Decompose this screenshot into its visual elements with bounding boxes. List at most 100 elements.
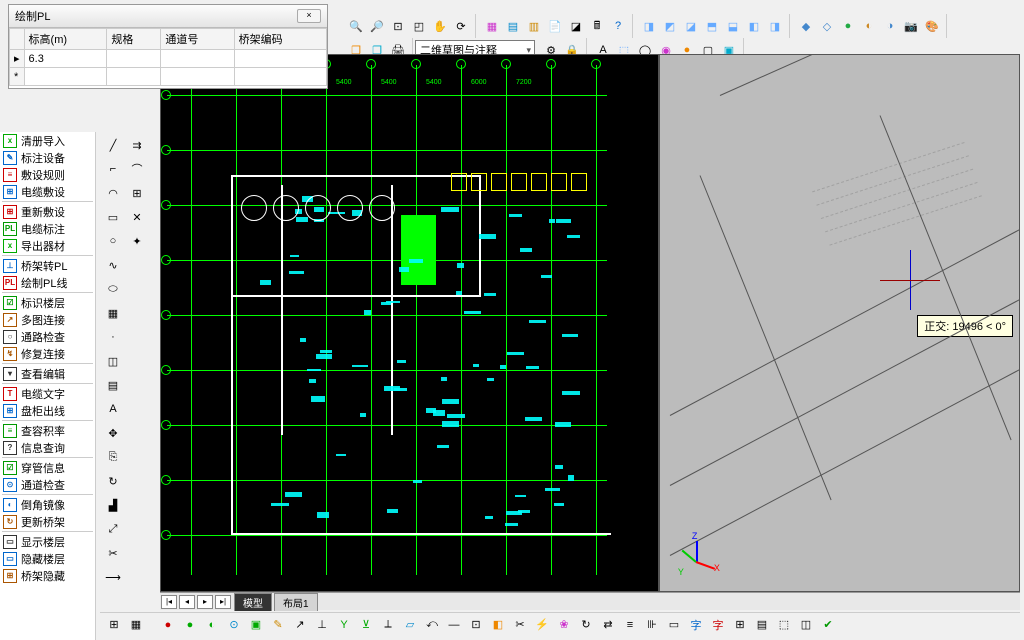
sidebar-item-4[interactable]: ⊞重新敷设 bbox=[0, 203, 95, 220]
sidebar-item-24[interactable]: ⊞桥架隐藏 bbox=[0, 567, 95, 584]
trim-icon[interactable]: ✂ bbox=[102, 542, 124, 564]
mtext-icon[interactable]: A bbox=[102, 398, 124, 420]
tab-last-icon[interactable]: ▸| bbox=[215, 595, 231, 609]
palette-table[interactable]: 标高(m) 规格 通道号 桥架编码 ▸ 6.3 * bbox=[9, 28, 327, 86]
st5-icon[interactable]: ▣ bbox=[246, 615, 266, 635]
st25-icon[interactable]: 字 bbox=[686, 615, 706, 635]
st3-icon[interactable]: ◐ bbox=[202, 615, 222, 635]
close-icon[interactable]: × bbox=[297, 9, 321, 23]
explode-icon[interactable]: ✦ bbox=[126, 230, 148, 252]
sidebar-item-21[interactable]: ↻更新桥架 bbox=[0, 513, 95, 530]
col-code[interactable]: 桥架编码 bbox=[234, 29, 326, 50]
sidebar-icon: ◐ bbox=[3, 498, 17, 512]
table-icon[interactable]: ▤ bbox=[102, 374, 124, 396]
st20-icon[interactable]: ↻ bbox=[576, 615, 596, 635]
arc-icon[interactable]: ◠ bbox=[102, 182, 124, 204]
st6-icon[interactable]: ✎ bbox=[268, 615, 288, 635]
st12-icon[interactable]: ▱ bbox=[400, 615, 420, 635]
tab-model[interactable]: 模型 bbox=[234, 593, 272, 611]
col-channel[interactable]: 通道号 bbox=[161, 29, 234, 50]
grid2-icon[interactable]: ▦ bbox=[126, 615, 146, 635]
st31-icon[interactable]: ✔ bbox=[818, 615, 838, 635]
sidebar-item-9[interactable]: ☑标识楼层 bbox=[0, 294, 95, 311]
sidebar-item-13[interactable]: ▾查看编辑 bbox=[0, 365, 95, 382]
st23-icon[interactable]: ⊪ bbox=[642, 615, 662, 635]
sidebar-item-8[interactable]: PL绘制PL线 bbox=[0, 274, 95, 291]
point-icon[interactable]: · bbox=[102, 326, 124, 348]
st8-icon[interactable]: ⊥ bbox=[312, 615, 332, 635]
st9-icon[interactable]: Y bbox=[334, 615, 354, 635]
tab-layout1[interactable]: 布局1 bbox=[274, 593, 318, 611]
st24-icon[interactable]: ▭ bbox=[664, 615, 684, 635]
sidebar-item-12[interactable]: ↯修复连接 bbox=[0, 345, 95, 362]
sidebar-item-2[interactable]: ≡敷设规则 bbox=[0, 166, 95, 183]
sidebar-item-3[interactable]: ⊞电缆敷设 bbox=[0, 183, 95, 200]
line-icon[interactable]: ╱ bbox=[102, 134, 124, 156]
snap-icon[interactable]: ⊞ bbox=[104, 615, 124, 635]
st2-icon[interactable]: ● bbox=[180, 615, 200, 635]
col-spec[interactable]: 规格 bbox=[107, 29, 161, 50]
region-icon[interactable]: ◫ bbox=[102, 350, 124, 372]
rotate-icon[interactable]: ↻ bbox=[102, 470, 124, 492]
st15-icon[interactable]: ⊡ bbox=[466, 615, 486, 635]
sidebar-item-17[interactable]: ?信息查询 bbox=[0, 439, 95, 456]
sidebar-icon: ⊞ bbox=[3, 185, 17, 199]
st27-icon[interactable]: ⊞ bbox=[730, 615, 750, 635]
st1-icon[interactable]: ● bbox=[158, 615, 178, 635]
st13-icon[interactable]: ⤺ bbox=[422, 615, 442, 635]
tab-first-icon[interactable]: |◂ bbox=[161, 595, 177, 609]
st11-icon[interactable]: ⟂ bbox=[378, 615, 398, 635]
array-icon[interactable]: ⊞ bbox=[126, 182, 148, 204]
sidebar-item-18[interactable]: ☑穿管信息 bbox=[0, 459, 95, 476]
sidebar-item-19[interactable]: ⊙通道检查 bbox=[0, 476, 95, 493]
offset-icon[interactable]: ⇉ bbox=[126, 134, 148, 156]
move-icon[interactable]: ✥ bbox=[102, 422, 124, 444]
st7-icon[interactable]: ↗ bbox=[290, 615, 310, 635]
sidebar-item-6[interactable]: x导出器材 bbox=[0, 237, 95, 254]
spline-icon[interactable]: ∿ bbox=[102, 254, 124, 276]
ellipse-icon[interactable]: ⬭ bbox=[102, 278, 124, 300]
sidebar-item-7[interactable]: ⊥桥架转PL bbox=[0, 257, 95, 274]
st14-icon[interactable]: — bbox=[444, 615, 464, 635]
st16-icon[interactable]: ◧ bbox=[488, 615, 508, 635]
erase-icon[interactable]: ✕ bbox=[126, 206, 148, 228]
st30-icon[interactable]: ◫ bbox=[796, 615, 816, 635]
sidebar-item-1[interactable]: ✎标注设备 bbox=[0, 149, 95, 166]
sidebar-item-15[interactable]: ⊞盘柜出线 bbox=[0, 402, 95, 419]
mirror-icon[interactable]: ▟ bbox=[102, 494, 124, 516]
sidebar-item-0[interactable]: x清册导入 bbox=[0, 132, 95, 149]
sidebar-label: 查容积率 bbox=[21, 423, 65, 439]
circle-icon[interactable]: ○ bbox=[102, 230, 124, 252]
sidebar-item-10[interactable]: ↗多图连接 bbox=[0, 311, 95, 328]
st4-icon[interactable]: ⊙ bbox=[224, 615, 244, 635]
hatch-icon[interactable]: ▦ bbox=[102, 302, 124, 324]
sidebar-item-16[interactable]: ≡查容积率 bbox=[0, 422, 95, 439]
st26-icon[interactable]: 字 bbox=[708, 615, 728, 635]
tab-prev-icon[interactable]: ◂ bbox=[179, 595, 195, 609]
st19-icon[interactable]: ❀ bbox=[554, 615, 574, 635]
fillet-icon[interactable]: ⌒ bbox=[126, 158, 148, 180]
extend-icon[interactable]: ⟶ bbox=[102, 566, 124, 588]
sidebar-item-23[interactable]: ▭隐藏楼层 bbox=[0, 550, 95, 567]
copy-icon[interactable]: ⎘ bbox=[102, 446, 124, 468]
scale-icon[interactable]: ⤢ bbox=[102, 518, 124, 540]
st21-icon[interactable]: ⇄ bbox=[598, 615, 618, 635]
cell-elevation[interactable]: 6.3 bbox=[24, 50, 107, 68]
st10-icon[interactable]: ⊻ bbox=[356, 615, 376, 635]
3d-iso-view[interactable]: 正交: 19496 < 0° Z X Y bbox=[659, 54, 1020, 592]
sidebar-item-14[interactable]: T电缆文字 bbox=[0, 385, 95, 402]
2d-plan-view[interactable]: 54005400540054005400540060007200 bbox=[160, 54, 659, 592]
st17-icon[interactable]: ✂ bbox=[510, 615, 530, 635]
sidebar-item-22[interactable]: ▭显示楼层 bbox=[0, 533, 95, 550]
st28-icon[interactable]: ▤ bbox=[752, 615, 772, 635]
sidebar-item-5[interactable]: PL电缆标注 bbox=[0, 220, 95, 237]
st18-icon[interactable]: ⚡ bbox=[532, 615, 552, 635]
tab-next-icon[interactable]: ▸ bbox=[197, 595, 213, 609]
st29-icon[interactable]: ⬚ bbox=[774, 615, 794, 635]
rect-icon[interactable]: ▭ bbox=[102, 206, 124, 228]
col-elevation[interactable]: 标高(m) bbox=[24, 29, 107, 50]
sidebar-item-20[interactable]: ◐倒角镜像 bbox=[0, 496, 95, 513]
pline-icon[interactable]: ⌐ bbox=[102, 158, 124, 180]
st22-icon[interactable]: ≡ bbox=[620, 615, 640, 635]
sidebar-item-11[interactable]: ○通路检查 bbox=[0, 328, 95, 345]
